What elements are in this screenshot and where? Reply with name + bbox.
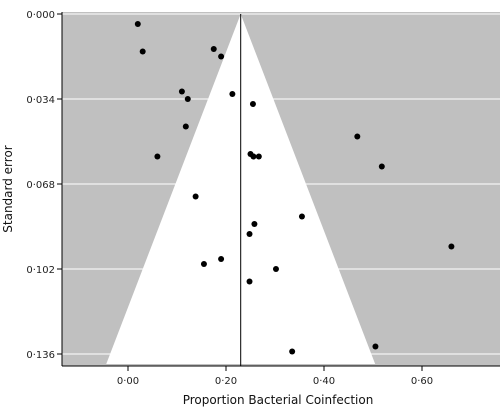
x-tick-label: 0·00 [117, 376, 139, 387]
data-point [448, 243, 455, 250]
data-point [229, 91, 236, 97]
data-point [354, 133, 361, 140]
y-axis-title: Standard error [1, 145, 15, 233]
data-point [210, 46, 217, 52]
data-point [139, 48, 146, 55]
data-point [182, 123, 189, 130]
y-tick-label: 0·068 [26, 180, 55, 191]
x-tick-label: 0·20 [215, 376, 237, 387]
data-point [218, 53, 225, 60]
data-point [249, 101, 256, 107]
y-tick-label: 0·102 [26, 265, 55, 276]
data-point [178, 88, 185, 95]
x-tick-label: 0·60 [411, 376, 433, 387]
data-point [184, 96, 191, 102]
y-tick-label: 0·034 [26, 95, 55, 106]
x-axis: 0·00 0·20 0·40 0·60 [62, 365, 500, 387]
data-point [255, 153, 262, 160]
data-point [378, 163, 385, 170]
x-tick-label: 0·40 [313, 376, 335, 387]
data-point [134, 21, 141, 27]
data-point [154, 153, 161, 160]
data-point [272, 266, 279, 272]
data-point [250, 153, 257, 160]
data-point [246, 278, 253, 285]
data-point [289, 348, 296, 355]
data-point [192, 193, 199, 200]
data-point [372, 343, 379, 350]
data-points [134, 21, 455, 355]
data-point [298, 213, 305, 220]
data-point [200, 261, 207, 267]
y-tick-label: 0·000 [26, 10, 55, 21]
data-point [246, 231, 253, 237]
data-point [251, 221, 258, 227]
data-point [218, 256, 225, 262]
x-axis-title: Proportion Bacterial Coinfection [183, 393, 374, 407]
y-tick-label: 0·136 [26, 350, 55, 361]
y-axis: 0·000 0·034 0·068 0·102 0·136 [26, 10, 63, 366]
